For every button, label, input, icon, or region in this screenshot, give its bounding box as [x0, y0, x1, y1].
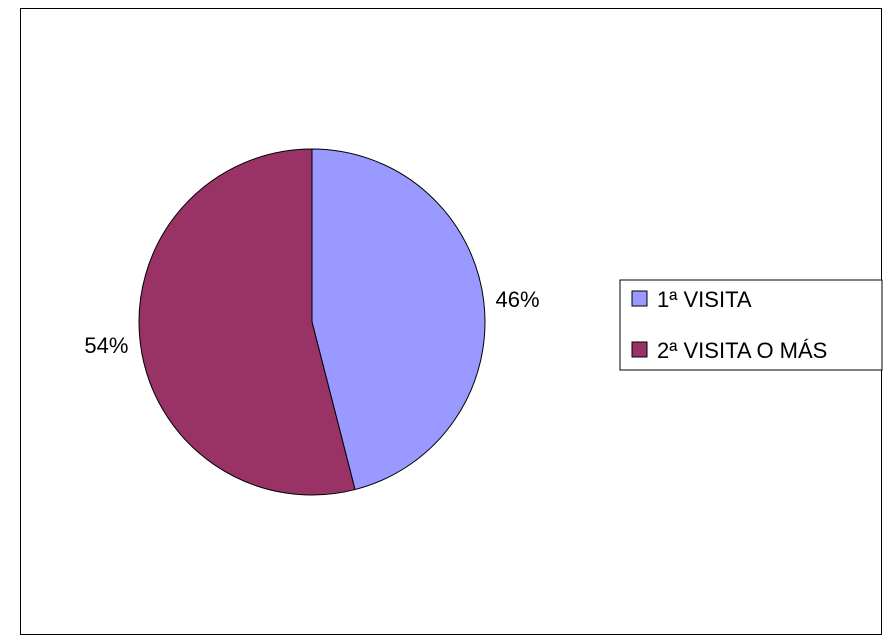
legend-label-1: 1ª VISITA [657, 287, 752, 312]
data-label-2: 54% [84, 333, 128, 358]
data-label-1: 46% [496, 287, 540, 312]
legend-swatch-2 [631, 341, 648, 358]
pie-slice-1 [311, 148, 486, 491]
pie-slices [138, 148, 486, 496]
legend-box [619, 279, 883, 371]
legend: 1ª VISITA 2ª VISITA O MÁS [619, 279, 883, 371]
legend-swatch-1 [631, 290, 648, 307]
legend-label-2: 2ª VISITA O MÁS [657, 338, 827, 363]
pie-slice-2 [138, 148, 356, 496]
data-labels: 46% 54% [84, 287, 539, 358]
